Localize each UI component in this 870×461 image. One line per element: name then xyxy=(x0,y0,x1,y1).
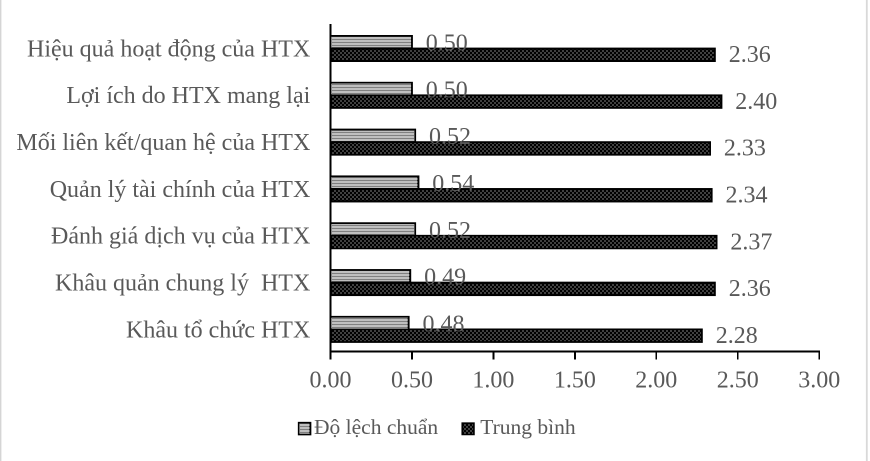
svg-text:1.50: 1.50 xyxy=(554,368,596,394)
svg-text:0.54: 0.54 xyxy=(432,171,474,197)
svg-text:2.34: 2.34 xyxy=(726,182,768,208)
svg-text:0.52: 0.52 xyxy=(429,124,471,150)
svg-text:2.50: 2.50 xyxy=(717,368,759,394)
svg-text:Đánh giá dịch vụ của HTX: Đánh giá dịch vụ của HTX xyxy=(51,224,310,250)
svg-text:Khâu tổ chức HTX: Khâu tổ chức HTX xyxy=(126,317,310,343)
svg-text:2.40: 2.40 xyxy=(735,89,777,115)
svg-text:2.28: 2.28 xyxy=(716,323,758,349)
svg-text:Quản lý tài chính của HTX: Quản lý tài chính của HTX xyxy=(50,177,311,203)
svg-text:3.00: 3.00 xyxy=(798,368,840,394)
svg-text:0.00: 0.00 xyxy=(310,368,352,394)
svg-text:Lợi ích do HTX mang lại: Lợi ích do HTX mang lại xyxy=(66,83,310,109)
svg-text:2.37: 2.37 xyxy=(730,229,772,255)
svg-text:2.33: 2.33 xyxy=(724,136,766,162)
svg-text:Trung bình: Trung bình xyxy=(480,415,576,439)
svg-text:0.50: 0.50 xyxy=(426,77,468,103)
svg-text:0.50: 0.50 xyxy=(391,368,433,394)
svg-text:2.36: 2.36 xyxy=(729,276,771,302)
svg-text:0.50: 0.50 xyxy=(426,31,468,57)
svg-text:0.52: 0.52 xyxy=(429,218,471,244)
svg-text:2.00: 2.00 xyxy=(635,368,677,394)
svg-text:Độ lệch chuẩn: Độ lệch chuẩn xyxy=(314,415,438,439)
svg-text:0.49: 0.49 xyxy=(424,265,466,291)
svg-text:2.36: 2.36 xyxy=(729,42,771,68)
svg-text:Hiệu quả hoạt động của HTX: Hiệu quả hoạt động của HTX xyxy=(27,36,310,62)
svg-text:Khâu quản chung lý HTX: Khâu quản chung lý HTX xyxy=(55,270,310,296)
svg-text:0.48: 0.48 xyxy=(423,311,465,337)
svg-text:1.00: 1.00 xyxy=(472,368,514,394)
svg-text:Mối liên kết/quan hệ của HTX: Mối liên kết/quan hệ của HTX xyxy=(16,130,310,156)
